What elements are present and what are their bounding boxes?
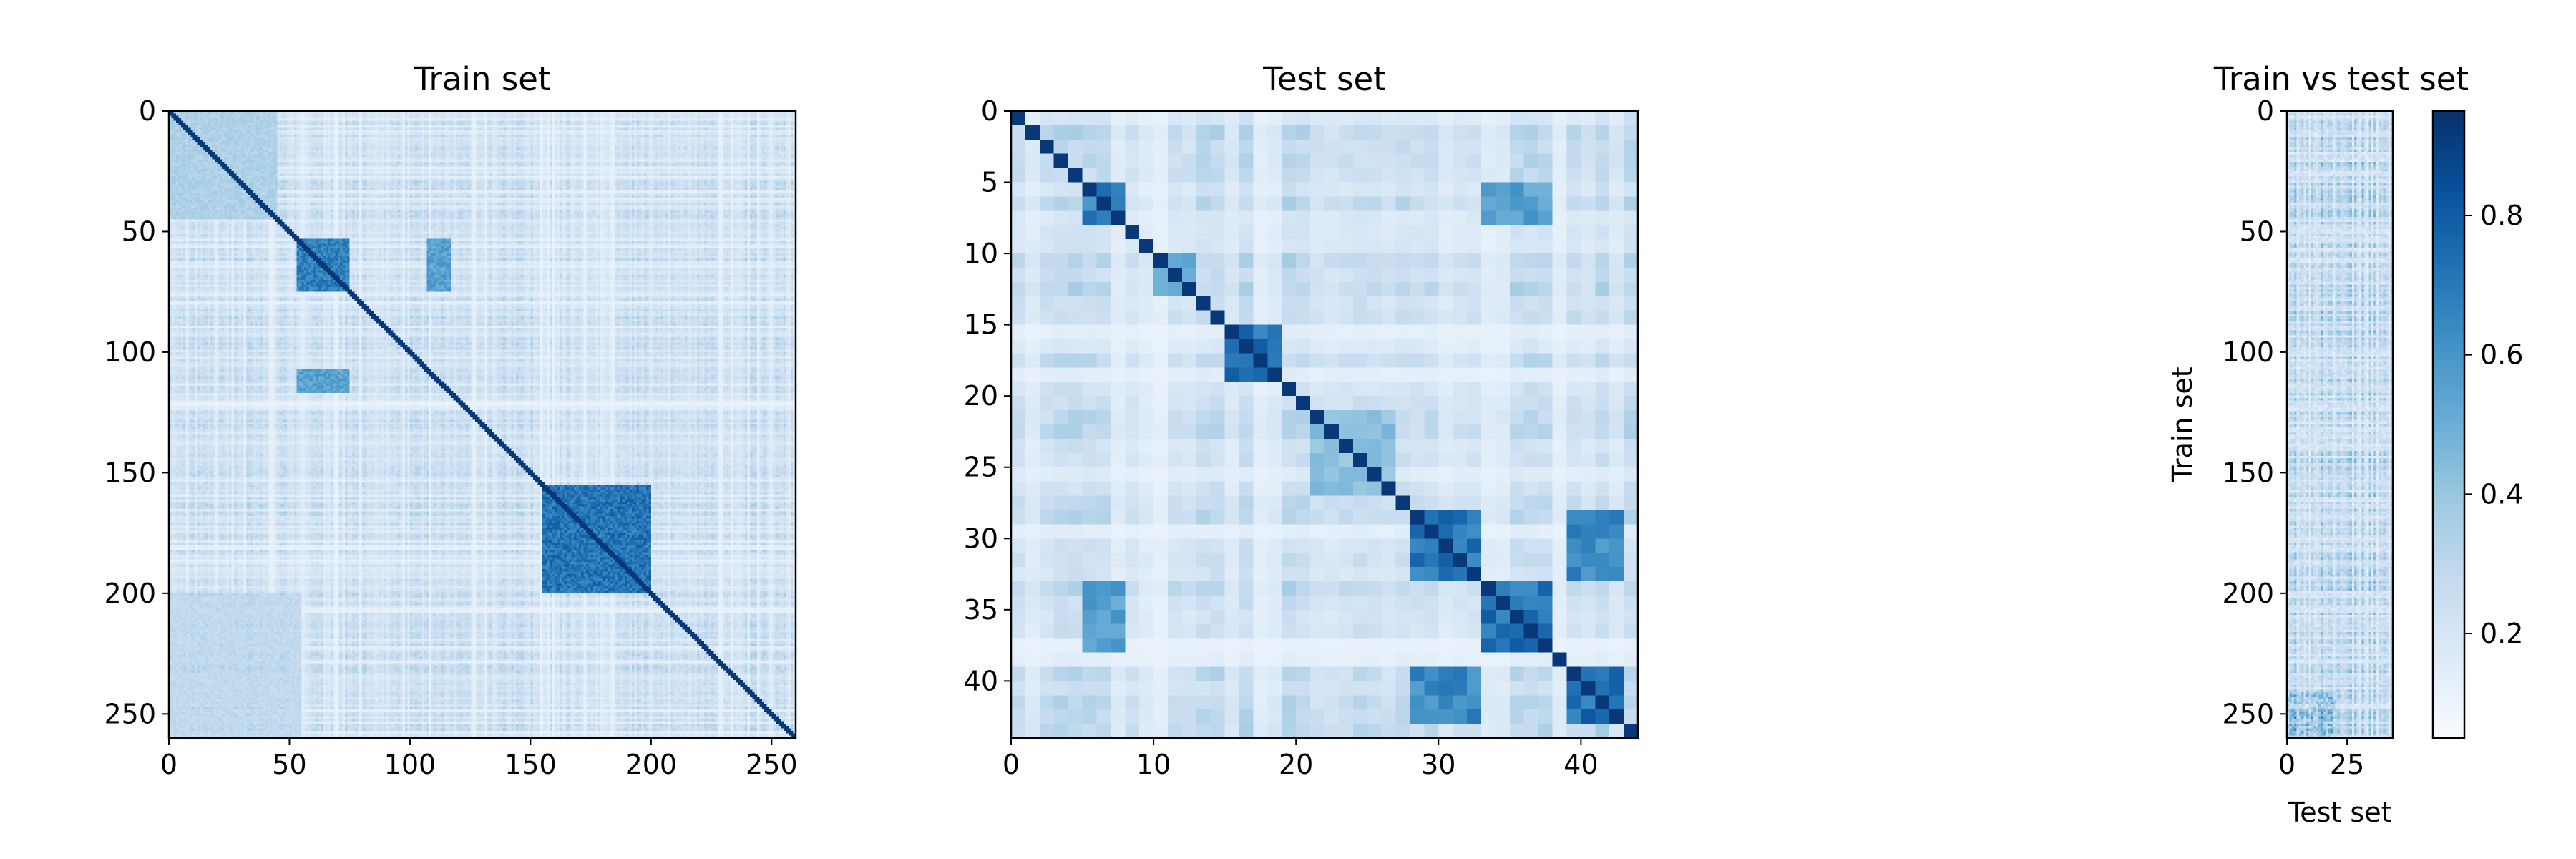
colorbar-tick-label: 0.2 (2480, 618, 2523, 649)
y-tick-label: 30 (964, 523, 998, 554)
train-vs-test-frame (2285, 110, 2394, 739)
y-tick-label: 150 (104, 457, 156, 488)
x-tick-label: 50 (272, 749, 306, 780)
train-set-x-ticks: 0 50 100 150 200 250 (160, 738, 798, 780)
y-tick-label: 150 (2222, 457, 2274, 488)
colorbar-ticks: 0.2 0.4 0.6 0.8 (2464, 200, 2523, 649)
train-vs-test-xlabel: Test set (2288, 797, 2392, 828)
colorbar-tick-label: 0.4 (2480, 478, 2523, 510)
x-tick-label: 10 (1136, 749, 1171, 780)
train-set-frame (167, 110, 797, 739)
test-set-x-ticks: 0 10 20 30 40 (1002, 738, 1599, 780)
x-tick-label: 0 (160, 749, 177, 780)
x-tick-label: 25 (2330, 749, 2364, 780)
y-tick-label: 40 (964, 665, 998, 697)
train-vs-test-title: Train vs test set (2213, 60, 2469, 98)
y-tick-label: 35 (964, 594, 998, 626)
y-tick-label: 10 (964, 238, 998, 269)
y-tick-label: 0 (981, 95, 998, 127)
train-set-heatmap (169, 111, 796, 738)
y-tick-label: 25 (964, 452, 998, 483)
y-tick-label: 250 (2222, 698, 2274, 729)
y-tick-label: 200 (104, 578, 156, 609)
colorbar-tick-label: 0.6 (2480, 339, 2523, 371)
y-tick-label: 200 (2222, 578, 2274, 609)
train-vs-test-heatmap (2287, 111, 2393, 738)
y-tick-label: 250 (104, 698, 156, 729)
heatmap-cells (169, 111, 796, 738)
y-tick-label: 15 (964, 309, 998, 341)
train-vs-test-ylabel: Train set (2167, 367, 2198, 482)
heatmap-cells (1011, 111, 1638, 738)
test-set-title: Test set (1262, 60, 1386, 98)
colorbar: 0.2 0.4 0.6 0.8 (2431, 110, 2523, 739)
train-set-panel: Train set 0 50 100 150 200 250 0 50 100 150 200 25… (104, 60, 797, 780)
x-tick-label: 30 (1421, 749, 1455, 780)
x-tick-label: 0 (1002, 749, 1020, 780)
colorbar-tick-label: 0.8 (2480, 200, 2523, 231)
x-tick-label: 200 (625, 749, 678, 780)
x-tick-label: 100 (384, 749, 436, 780)
y-tick-label: 0 (2257, 95, 2274, 127)
train-set-title: Train set (413, 60, 550, 98)
x-tick-label: 250 (746, 749, 798, 780)
train-vs-test-y-ticks: 0 50 100 150 200 250 (2222, 95, 2287, 729)
y-tick-label: 0 (139, 95, 156, 127)
train-set-y-ticks: 0 50 100 150 200 250 (104, 95, 169, 729)
heatmap-cells (2287, 111, 2393, 738)
x-tick-label: 0 (2278, 749, 2296, 780)
test-set-panel: Test set 0 10 20 30 40 0 5 10 15 20 25 30 35 40 (964, 60, 1639, 780)
y-tick-label: 50 (2240, 215, 2274, 247)
test-set-heatmap (1011, 111, 1638, 738)
x-tick-label: 150 (504, 749, 557, 780)
y-tick-label: 20 (964, 380, 998, 412)
y-tick-label: 50 (122, 215, 156, 247)
colorbar-gradient (2431, 110, 2466, 739)
y-tick-label: 100 (104, 336, 156, 368)
x-tick-label: 40 (1563, 749, 1598, 780)
y-tick-label: 100 (2222, 336, 2274, 368)
test-set-frame (1010, 110, 1639, 739)
test-set-y-ticks: 0 5 10 15 20 25 30 35 40 (964, 95, 1011, 697)
train-vs-test-x-ticks: 0 25 (2278, 738, 2364, 780)
y-tick-label: 5 (981, 167, 998, 198)
train-vs-test-panel: Train vs test set 0 25 0 50 100 150 200 250 Te… (2167, 60, 2469, 828)
x-tick-label: 20 (1279, 749, 1313, 780)
